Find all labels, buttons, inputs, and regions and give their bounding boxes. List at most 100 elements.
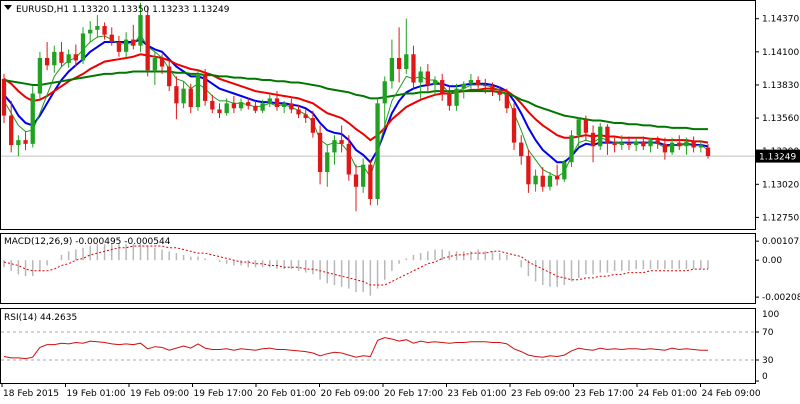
candles — [2, 3, 710, 212]
candle-bull — [138, 15, 142, 46]
candle-bull — [577, 119, 581, 135]
candle-bull — [598, 127, 602, 147]
ma-line-thin — [4, 35, 708, 177]
candle-bear — [146, 15, 150, 70]
candle-bear — [217, 109, 221, 113]
candle-bear — [45, 58, 49, 65]
candle-bear — [411, 54, 415, 82]
candle-bull — [124, 40, 128, 52]
candle-bull — [462, 84, 466, 89]
candle-bear — [253, 106, 257, 111]
candle-bull — [196, 74, 200, 107]
candle-bear — [541, 176, 545, 187]
candle-bull — [260, 103, 264, 110]
candle-bear — [74, 54, 78, 60]
candle-bull — [684, 141, 688, 146]
candle-bear — [232, 103, 236, 108]
rsi-path — [4, 338, 708, 359]
time-tick-label: 19 Feb 09:00 — [130, 389, 189, 399]
candle-bear — [663, 144, 667, 153]
candle-bull — [383, 81, 387, 103]
candle-bull — [375, 103, 379, 199]
candle-bear — [296, 109, 300, 114]
candle-bull — [361, 165, 365, 187]
triangle-down-icon[interactable] — [4, 5, 12, 10]
candle-bear — [627, 143, 631, 145]
ma-line-slow — [4, 72, 708, 130]
candle-bear — [498, 91, 502, 95]
candle-bull — [670, 143, 674, 153]
price-tick-label: 1.13290 — [762, 147, 799, 157]
candle-bear — [591, 133, 595, 146]
price-panel: 1.13249 EURUSD,H1 1.13320 1.13350 1.1323… — [1, 1, 800, 230]
chart-title-text: EURUSD,H1 1.13320 1.13350 1.13233 1.1324… — [16, 5, 230, 15]
rsi-tick-label: 30 — [762, 356, 774, 366]
time-tick-label: 24 Feb 01:00 — [638, 389, 697, 399]
candle-bear — [9, 116, 13, 145]
rsi-panel-frame — [1, 309, 756, 384]
candle-bull — [81, 33, 85, 60]
candle-bear — [275, 98, 279, 107]
candle-bull — [569, 135, 573, 162]
ma-line-fast — [4, 40, 708, 163]
ma-line-mid — [4, 54, 708, 142]
candle-bear — [59, 52, 63, 63]
price-tick-label: 1.12750 — [762, 213, 799, 223]
rsi-title: RSI(14) 44.2635 — [4, 313, 77, 323]
candle-bear — [519, 143, 523, 156]
macd-tick-label: -0.002081 — [762, 293, 800, 303]
candle-bull — [533, 176, 537, 185]
candle-bull — [648, 140, 652, 146]
time-tick-label: 24 Feb 09:00 — [702, 389, 761, 399]
candle-bear — [246, 102, 250, 106]
candle-bear — [490, 86, 494, 91]
candle-bear — [641, 141, 645, 146]
candle-bear — [476, 80, 480, 85]
candle-bull — [454, 89, 458, 106]
candle-bull — [433, 80, 437, 85]
time-tick-label: 19 Feb 17:00 — [194, 389, 253, 399]
candle-bear — [526, 156, 530, 184]
candle-bear — [605, 127, 609, 144]
candle-bull — [469, 80, 473, 84]
candle-bull — [239, 102, 243, 108]
macd-tick-label: 0.001072 — [762, 237, 800, 247]
candle-bull — [268, 98, 272, 103]
time-tick-label: 23 Feb 17:00 — [575, 389, 634, 399]
candle-bear — [23, 140, 27, 144]
candle-bull — [153, 58, 157, 70]
candle-bear — [289, 103, 293, 109]
candle-bear — [555, 176, 559, 180]
candle-bear — [505, 95, 509, 108]
candle-bull — [38, 58, 42, 94]
price-y-axis: 1.143701.141001.138301.135601.132901.130… — [755, 15, 799, 224]
time-tick-label: 23 Feb 09:00 — [511, 389, 570, 399]
macd-y-axis: 0.001072 0.00 -0.002081 — [755, 237, 800, 303]
candle-bull — [620, 143, 624, 145]
candle-bear — [318, 133, 322, 172]
candle-bear — [656, 140, 660, 144]
time-tick-label: 19 Feb 01:00 — [67, 389, 126, 399]
rsi-level-lines — [1, 332, 755, 360]
candle-bull — [418, 71, 422, 82]
rsi-tick-label-100: 100 — [762, 310, 779, 320]
candle-bear — [117, 42, 121, 52]
candle-bull — [181, 89, 185, 104]
price-tick-label: 1.14370 — [762, 15, 799, 25]
candle-bear — [210, 101, 214, 110]
macd-tick-label: 0.00 — [762, 256, 782, 266]
candle-bull — [282, 103, 286, 107]
candle-bull — [88, 30, 92, 34]
candle-bear — [677, 143, 681, 147]
candle-bull — [332, 140, 336, 152]
time-tick-label: 20 Feb 17:00 — [384, 389, 443, 399]
candle-bull — [325, 152, 329, 172]
candle-bull — [562, 162, 566, 179]
candle-bear — [102, 26, 106, 35]
candle-bear — [397, 58, 401, 69]
macd-title: MACD(12,26,9) -0.000495 -0.000544 — [4, 237, 171, 247]
candle-bull — [95, 26, 99, 30]
